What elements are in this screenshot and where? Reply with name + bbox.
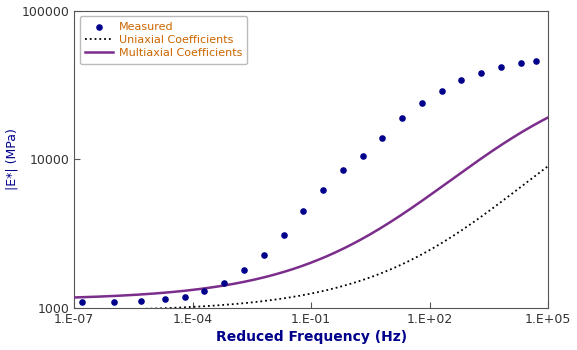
Uniaxial Coefficients [155,306,162,310]
Measured [319,188,328,193]
Multiaxial Coefficients [350,241,357,246]
Measured [109,299,118,304]
Measured [477,70,486,76]
Measured [437,88,446,93]
Legend: Measured, Uniaxial Coefficients, Multiaxial Coefficients: Measured, Uniaxial Coefficients, Multiax… [80,16,248,64]
Multiaxial Coefficients [387,220,394,224]
Measured [417,100,426,106]
Multiaxial Coefficients [285,268,292,273]
Uniaxial Coefficients [387,267,394,272]
Line: Uniaxial Coefficients: Uniaxial Coefficients [74,166,548,310]
Measured [180,294,189,299]
Multiaxial Coefficients [70,295,77,300]
Uniaxial Coefficients [70,308,77,313]
Measured [137,298,146,303]
Multiaxial Coefficients [428,192,434,196]
Uniaxial Coefficients [193,304,200,309]
Measured [160,296,170,302]
Line: Multiaxial Coefficients: Multiaxial Coefficients [74,117,548,298]
Multiaxial Coefficients [155,291,162,295]
Uniaxial Coefficients [545,164,552,168]
Measured [496,64,505,69]
Measured [279,232,288,238]
Measured [220,280,229,286]
Measured [378,135,387,140]
Multiaxial Coefficients [193,287,200,292]
Measured [200,289,209,294]
Measured [516,60,525,66]
Measured [239,268,249,273]
Measured [299,208,308,214]
Measured [77,300,87,305]
Uniaxial Coefficients [285,295,292,300]
X-axis label: Reduced Frequency (Hz): Reduced Frequency (Hz) [216,330,407,344]
Measured [398,115,407,121]
Measured [532,58,541,64]
Uniaxial Coefficients [350,281,357,285]
Uniaxial Coefficients [428,247,434,251]
Measured [338,167,347,173]
Y-axis label: |E*| (MPa): |E*| (MPa) [6,128,18,190]
Measured [457,78,466,83]
Measured [358,154,367,159]
Multiaxial Coefficients [545,115,552,119]
Measured [259,252,268,257]
